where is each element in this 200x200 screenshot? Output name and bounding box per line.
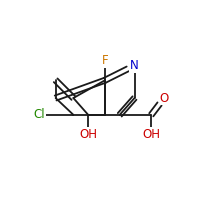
Text: N: N [130,59,139,72]
Text: Cl: Cl [33,108,45,121]
Text: OH: OH [79,128,97,141]
Text: F: F [102,54,108,67]
Text: OH: OH [142,128,160,141]
Text: O: O [159,92,169,105]
